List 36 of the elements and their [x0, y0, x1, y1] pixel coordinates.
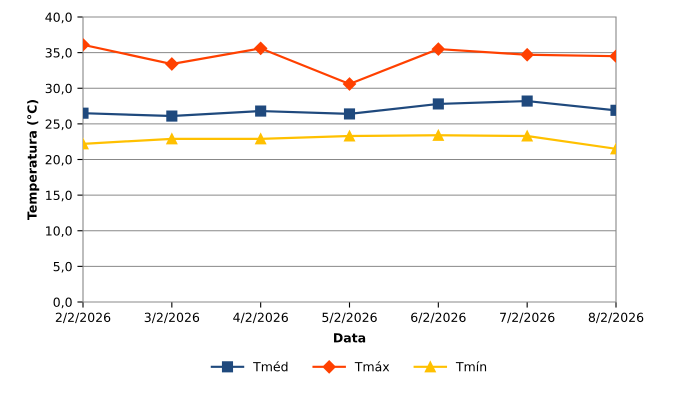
x-tick-label: 8/2/2026	[588, 312, 644, 324]
y-tick-label: 0,0	[54, 297, 72, 308]
point	[255, 133, 266, 144]
legend-label: Tmáx	[354, 361, 390, 372]
y-tick-label: 35,0	[46, 48, 72, 59]
point	[344, 130, 356, 142]
point	[166, 133, 178, 144]
x-tick-label: 6/2/2026	[411, 312, 466, 324]
x-tick-label: 5/2/2026	[322, 312, 377, 324]
legend-label: Tméd	[253, 361, 288, 372]
legend-label: Tmín	[456, 361, 486, 372]
x-tick-label: 4/2/2026	[233, 312, 288, 324]
x-tick-label: 7/2/2026	[500, 312, 554, 324]
y-tick-label: 10,0	[46, 226, 72, 237]
point	[165, 57, 178, 71]
point	[520, 48, 534, 62]
x-tick-label: 2/2/2026	[56, 312, 110, 324]
point	[254, 42, 268, 55]
point	[255, 105, 266, 117]
y-tick-label: 30,0	[46, 84, 72, 94]
x-axis-title: Data	[334, 333, 366, 343]
point	[432, 98, 444, 110]
point	[342, 77, 356, 91]
point	[432, 42, 445, 56]
point	[522, 96, 533, 107]
x-tick-label: 3/2/2026	[144, 312, 200, 324]
point	[344, 108, 356, 120]
y-tick-label: 40,0	[45, 12, 72, 24]
point	[432, 130, 444, 141]
point	[522, 130, 533, 142]
y-tick-label: 5,0	[54, 262, 72, 273]
y-tick-label: 20,0	[46, 154, 72, 166]
point	[166, 110, 178, 122]
y-axis-title: Temperatura (°C)	[27, 100, 40, 220]
y-tick-label: 25,0	[46, 119, 72, 130]
y-tick-label: 15,0	[46, 190, 72, 202]
